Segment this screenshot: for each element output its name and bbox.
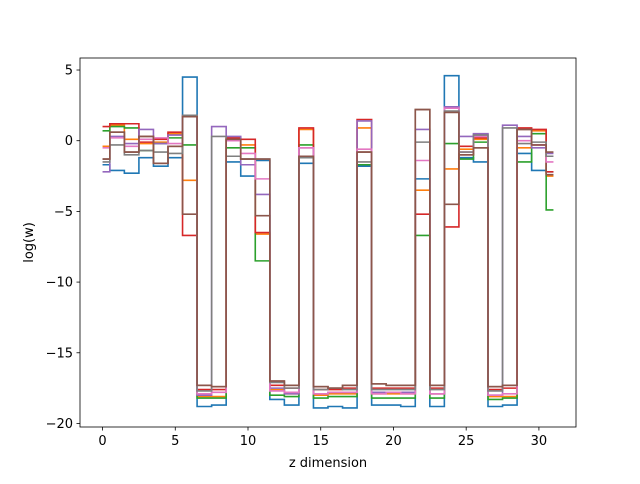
series-line-1: [102, 74, 554, 409]
y-tick-label: 5: [65, 64, 73, 79]
x-tick-label: 20: [385, 434, 402, 449]
x-tick-label: 15: [312, 434, 329, 449]
y-tick-label: 0: [65, 134, 73, 149]
x-tick-label: 10: [240, 434, 257, 449]
y-tick-label: −5: [54, 205, 73, 220]
series-line-7: [102, 107, 554, 396]
series-line-9: [102, 108, 554, 389]
x-tick-label: 5: [171, 434, 179, 449]
y-tick-label: −10: [46, 276, 73, 291]
x-tick-label: 30: [531, 434, 548, 449]
y-axis-label: log(w): [22, 222, 37, 263]
y-tick-label: −20: [46, 417, 73, 432]
y-axis-ticks: 5 0 −5 −10 −15 −20: [46, 64, 80, 432]
y-tick-label: −15: [46, 346, 73, 361]
x-tick-label: 25: [458, 434, 475, 449]
axes-frame: [79, 57, 577, 428]
x-axis-label: z dimension: [289, 456, 367, 471]
x-tick-label: 0: [98, 434, 106, 449]
x-axis-ticks: 0 5 10 15 20 25 30: [98, 427, 547, 449]
plot-area: [102, 74, 554, 409]
